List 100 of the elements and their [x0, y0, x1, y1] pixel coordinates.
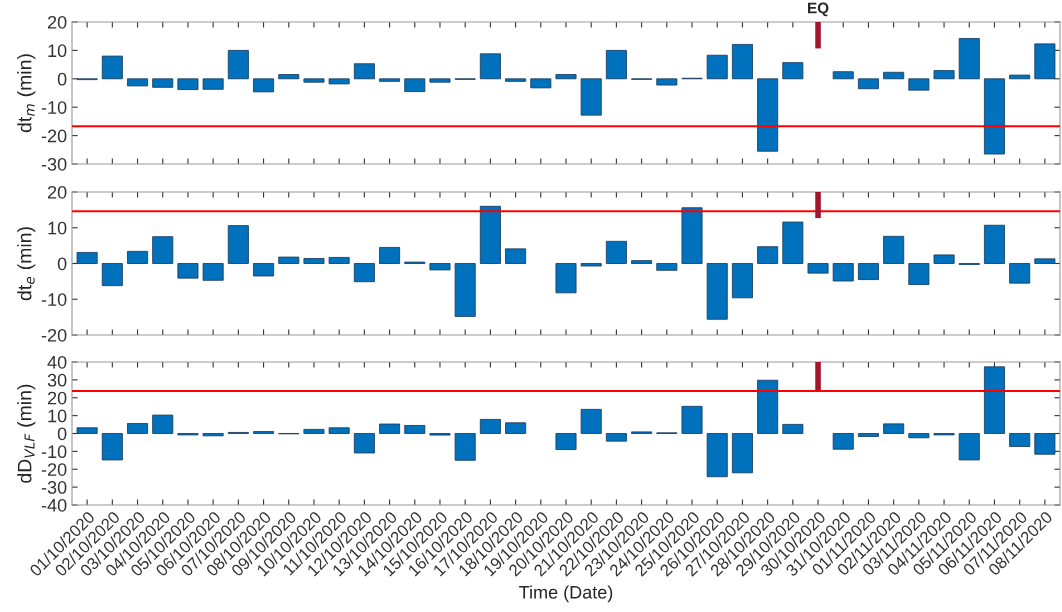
y-tick-label: 10 — [48, 44, 67, 58]
bar — [127, 78, 149, 87]
y-tick-label: 20 — [47, 185, 67, 199]
y-tick-label: 40 — [47, 355, 67, 369]
y-axis-title: dt$_{e}$ (min) — [17, 227, 36, 301]
bar — [1034, 433, 1056, 455]
y-tick-label: -10 — [41, 445, 67, 459]
bar — [454, 263, 476, 317]
bar — [76, 252, 98, 264]
bar — [1034, 258, 1056, 264]
bar — [706, 433, 728, 478]
bar — [958, 433, 980, 461]
bar — [379, 423, 401, 434]
bar — [479, 205, 501, 264]
bar — [227, 225, 249, 264]
bar — [152, 78, 174, 88]
y-tick-label: 0 — [57, 72, 67, 86]
bar — [353, 433, 375, 454]
bar — [379, 78, 401, 82]
bar — [379, 246, 401, 264]
bar — [127, 423, 149, 434]
bar — [757, 78, 779, 152]
bar — [530, 78, 552, 89]
bar — [983, 366, 1005, 434]
bar — [555, 263, 577, 294]
y-tick-label: -30 — [41, 481, 67, 494]
bar — [857, 433, 879, 437]
bar — [883, 423, 905, 434]
bar — [479, 53, 501, 80]
bar — [429, 263, 451, 271]
y-tick-label: -10 — [41, 293, 67, 306]
bar — [227, 49, 249, 80]
bar — [505, 248, 527, 264]
bar — [152, 236, 174, 264]
bar — [681, 207, 703, 264]
y-tick-label: -20 — [41, 328, 67, 342]
bar — [983, 78, 1005, 155]
bar — [605, 240, 627, 264]
bar — [883, 71, 905, 80]
bar — [303, 78, 325, 83]
bar — [605, 49, 627, 80]
bar — [429, 78, 451, 83]
bar — [706, 263, 728, 320]
y-tick-label: 20 — [47, 391, 67, 405]
bar — [253, 263, 275, 277]
bar — [782, 62, 804, 80]
bar — [605, 433, 627, 442]
bar — [303, 258, 325, 264]
bar — [983, 224, 1005, 264]
y-tick-label: 0 — [57, 427, 67, 441]
y-tick-label: 0 — [57, 257, 67, 271]
y-tick-label: 20 — [47, 15, 67, 29]
bar — [1009, 263, 1031, 284]
bar — [328, 78, 350, 85]
bar — [933, 70, 955, 80]
bar — [832, 433, 854, 450]
bar — [152, 414, 174, 434]
bar — [479, 418, 501, 434]
bar — [857, 78, 879, 90]
bar — [958, 38, 980, 80]
bar — [656, 78, 678, 86]
bar — [908, 78, 930, 91]
bar — [807, 263, 829, 274]
bar — [832, 263, 854, 282]
bar — [303, 428, 325, 434]
bar — [782, 423, 804, 434]
bar — [454, 433, 476, 461]
bar — [101, 55, 123, 80]
bar — [253, 78, 275, 93]
bar — [782, 221, 804, 264]
y-tick-label: -40 — [41, 498, 67, 512]
bar — [404, 78, 426, 92]
bar — [555, 74, 577, 80]
bar — [832, 71, 854, 80]
y-tick-label: -20 — [41, 463, 67, 476]
bar — [1009, 433, 1031, 447]
bar — [202, 263, 224, 281]
bar — [278, 74, 300, 80]
bar — [731, 263, 753, 299]
bar — [505, 422, 527, 434]
bar — [757, 246, 779, 264]
y-axis-title: dt$_{m}$ (min) — [17, 54, 36, 133]
bar — [505, 78, 527, 82]
bar — [883, 235, 905, 264]
bar — [404, 425, 426, 434]
bar — [353, 63, 375, 80]
y-tick-label: -10 — [41, 101, 67, 114]
bar — [353, 263, 375, 283]
bar — [580, 263, 602, 267]
y-tick-label: 30 — [47, 373, 67, 387]
bar — [76, 427, 98, 434]
y-tick-label: -30 — [41, 157, 67, 171]
bar — [328, 427, 350, 434]
x-axis-title: Time (Date) — [519, 585, 613, 603]
bar — [328, 257, 350, 264]
bar — [101, 433, 123, 461]
bar — [177, 78, 199, 91]
bar — [202, 78, 224, 90]
bar — [1009, 74, 1031, 80]
bar — [731, 433, 753, 474]
